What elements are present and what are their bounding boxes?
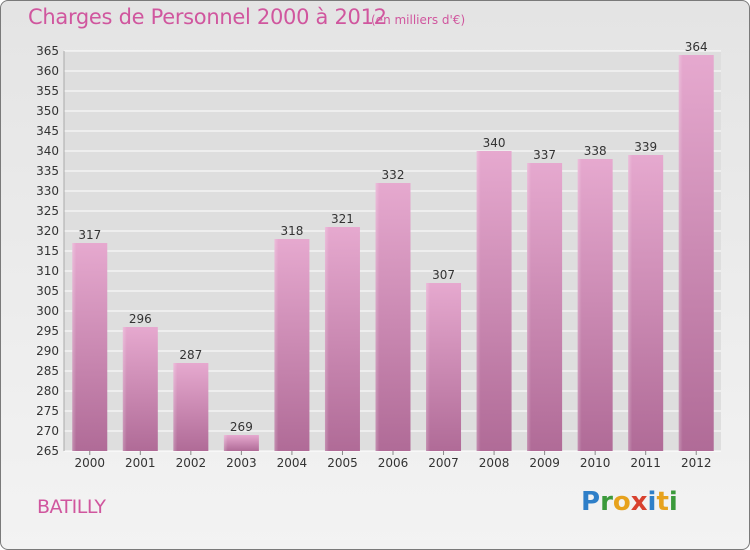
y-tick-label: 300 [36, 304, 59, 318]
logo-letter: i [647, 487, 657, 517]
bar-highlight [527, 163, 532, 451]
bar-highlight [72, 243, 77, 451]
x-tick-label: 2003 [226, 456, 257, 470]
y-tick-label: 315 [36, 244, 59, 258]
data-label: 318 [280, 224, 303, 238]
bar [678, 55, 714, 451]
y-tick-label: 305 [36, 284, 59, 298]
data-label: 296 [129, 312, 152, 326]
bar [122, 327, 158, 451]
bar [223, 435, 259, 451]
y-tick-label: 355 [36, 84, 59, 98]
data-label: 317 [78, 228, 101, 242]
y-tick-label: 265 [36, 444, 59, 458]
logo-letter: P [581, 487, 601, 517]
x-tick-label: 2006 [378, 456, 409, 470]
bar-highlight [223, 435, 228, 451]
logo-letter: t [656, 487, 669, 517]
bar-highlight [577, 159, 582, 451]
y-tick-label: 360 [36, 64, 59, 78]
y-tick-label: 340 [36, 144, 59, 158]
data-label: 332 [382, 168, 405, 182]
data-label: 337 [533, 148, 556, 162]
data-label: 338 [584, 144, 607, 158]
y-axis-ticks: 265 270 275 280 285 290 295 300 305 310 315 320 325 3… [36, 44, 59, 458]
bar-highlight [274, 239, 279, 451]
bar [628, 155, 664, 451]
y-tick-label: 325 [36, 204, 59, 218]
bar-highlight [122, 327, 127, 451]
y-tick-label: 335 [36, 164, 59, 178]
data-label: 269 [230, 420, 253, 434]
y-tick-label: 320 [36, 224, 59, 238]
x-axis-ticks: 2000 2001 2002 2003 2004 2005 2006 2007 2008 2009… [74, 451, 712, 470]
bar [527, 163, 563, 451]
bar [324, 227, 360, 451]
chart-title: Charges de Personnel 2000 à 2012 [28, 5, 387, 29]
logo-letter: x [630, 487, 648, 517]
logo-letter: r [600, 487, 613, 517]
bar [476, 151, 512, 451]
x-tick-label: 2012 [681, 456, 712, 470]
data-label: 321 [331, 212, 354, 226]
data-label: 307 [432, 268, 455, 282]
data-label: 340 [483, 136, 506, 150]
y-tick-label: 280 [36, 384, 59, 398]
bar [375, 183, 411, 451]
bar-highlight [375, 183, 380, 451]
bar [72, 243, 108, 451]
x-tick-label: 2002 [176, 456, 207, 470]
data-label: 287 [179, 348, 202, 362]
bar [577, 159, 613, 451]
y-tick-label: 330 [36, 184, 59, 198]
y-tick-label: 350 [36, 104, 59, 118]
y-tick-label: 345 [36, 124, 59, 138]
x-tick-label: 2008 [479, 456, 510, 470]
x-tick-label: 2011 [630, 456, 661, 470]
bar-highlight [476, 151, 481, 451]
x-tick-label: 2004 [277, 456, 308, 470]
bar-highlight [426, 283, 431, 451]
x-tick-label: 2010 [580, 456, 611, 470]
chart-subtitle: (en milliers d'€) [371, 13, 466, 27]
y-tick-label: 275 [36, 404, 59, 418]
commune-name: BATILLY [37, 496, 106, 518]
y-tick-label: 270 [36, 424, 59, 438]
bar [173, 363, 209, 451]
data-labels: 317 296 287 269 318 321 332 307 340 337 338 339 364 [78, 40, 707, 434]
y-tick-label: 295 [36, 324, 59, 338]
data-label: 364 [685, 40, 708, 54]
x-tick-label: 2005 [327, 456, 358, 470]
x-tick-label: 2001 [125, 456, 156, 470]
y-tick-label: 290 [36, 344, 59, 358]
x-tick-label: 2009 [529, 456, 560, 470]
y-tick-label: 365 [36, 44, 59, 58]
x-tick-label: 2007 [428, 456, 459, 470]
bar-highlight [628, 155, 633, 451]
y-tick-label: 285 [36, 364, 59, 378]
x-tick-label: 2000 [74, 456, 105, 470]
data-label: 339 [634, 140, 657, 154]
y-tick-label: 310 [36, 264, 59, 278]
bar-highlight [173, 363, 178, 451]
bar [274, 239, 310, 451]
bar [426, 283, 462, 451]
logo-letter: o [612, 487, 631, 517]
bar-highlight [324, 227, 329, 451]
bars [72, 55, 714, 451]
logo-letter: i [668, 487, 678, 517]
bar-highlight [678, 55, 683, 451]
proxiti-logo: Proxiti [581, 487, 678, 517]
